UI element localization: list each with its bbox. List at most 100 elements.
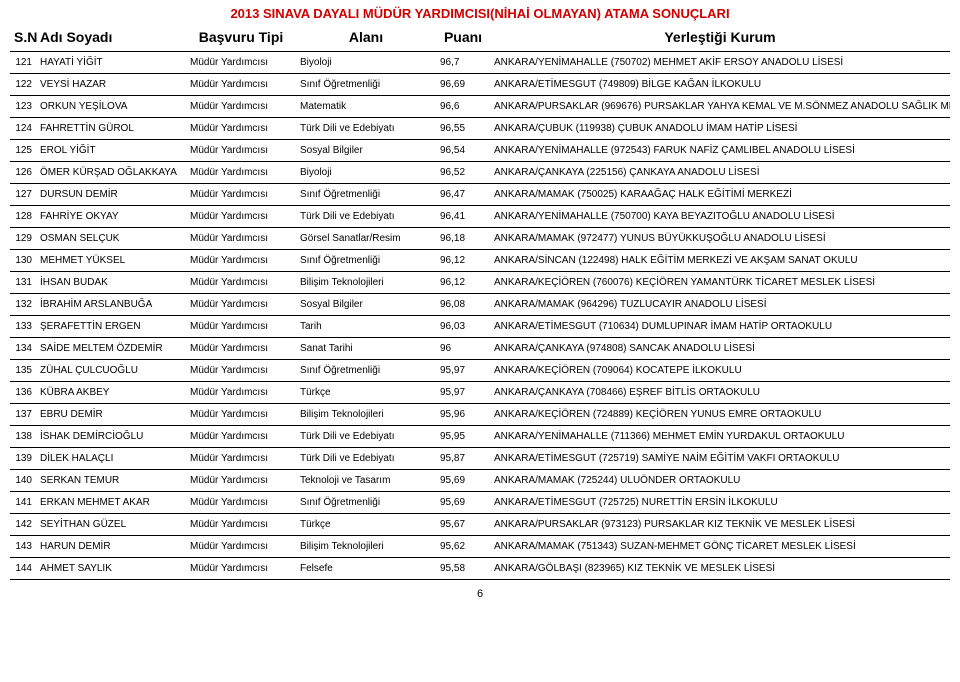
cell-sn: 136 bbox=[10, 382, 36, 404]
cell-score: 95,69 bbox=[436, 492, 490, 514]
cell-sn: 121 bbox=[10, 52, 36, 74]
cell-institution: ANKARA/SİNCAN (122498) HALK EĞİTİM MERKE… bbox=[490, 250, 950, 272]
cell-sn: 128 bbox=[10, 206, 36, 228]
cell-name: ORKUN YEŞİLOVA bbox=[36, 96, 186, 118]
cell-field: Bilişim Teknolojileri bbox=[296, 404, 436, 426]
cell-sn: 139 bbox=[10, 448, 36, 470]
cell-type: Müdür Yardımcısı bbox=[186, 426, 296, 448]
cell-type: Müdür Yardımcısı bbox=[186, 118, 296, 140]
cell-sn: 141 bbox=[10, 492, 36, 514]
cell-sn: 144 bbox=[10, 558, 36, 580]
table-row: 141ERKAN MEHMET AKARMüdür YardımcısıSını… bbox=[10, 492, 950, 514]
cell-institution: ANKARA/ETİMESGUT (710634) DUMLUPINAR İMA… bbox=[490, 316, 950, 338]
cell-name: ÖMER KÜRŞAD OĞLAKKAYA bbox=[36, 162, 186, 184]
cell-type: Müdür Yardımcısı bbox=[186, 470, 296, 492]
cell-name: ŞERAFETTİN ERGEN bbox=[36, 316, 186, 338]
cell-type: Müdür Yardımcısı bbox=[186, 206, 296, 228]
cell-name: İSHAK DEMİRCİOĞLU bbox=[36, 426, 186, 448]
cell-institution: ANKARA/ÇUBUK (119938) ÇUBUK ANADOLU İMAM… bbox=[490, 118, 950, 140]
page-container: 2013 SINAVA DAYALI MÜDÜR YARDIMCISI(NİHA… bbox=[0, 0, 960, 620]
cell-score: 96,55 bbox=[436, 118, 490, 140]
cell-type: Müdür Yardımcısı bbox=[186, 316, 296, 338]
cell-institution: ANKARA/PURSAKLAR (973123) PURSAKLAR KIZ … bbox=[490, 514, 950, 536]
cell-field: Biyoloji bbox=[296, 162, 436, 184]
cell-score: 96,08 bbox=[436, 294, 490, 316]
cell-type: Müdür Yardımcısı bbox=[186, 382, 296, 404]
cell-type: Müdür Yardımcısı bbox=[186, 96, 296, 118]
cell-field: Sınıf Öğretmenliği bbox=[296, 492, 436, 514]
table-row: 121HAYATİ YİĞİTMüdür YardımcısıBiyoloji9… bbox=[10, 52, 950, 74]
cell-score: 95,97 bbox=[436, 382, 490, 404]
cell-name: EROL YİĞİT bbox=[36, 140, 186, 162]
cell-sn: 143 bbox=[10, 536, 36, 558]
cell-field: Felsefe bbox=[296, 558, 436, 580]
cell-field: Matematik bbox=[296, 96, 436, 118]
cell-score: 96,12 bbox=[436, 250, 490, 272]
cell-type: Müdür Yardımcısı bbox=[186, 360, 296, 382]
cell-institution: ANKARA/GÖLBAŞI (823965) KIZ TEKNİK VE ME… bbox=[490, 558, 950, 580]
table-row: 123ORKUN YEŞİLOVAMüdür YardımcısıMatemat… bbox=[10, 96, 950, 118]
cell-score: 96,03 bbox=[436, 316, 490, 338]
cell-institution: ANKARA/YENİMAHALLE (750700) KAYA BEYAZIT… bbox=[490, 206, 950, 228]
cell-name: ERKAN MEHMET AKAR bbox=[36, 492, 186, 514]
cell-sn: 130 bbox=[10, 250, 36, 272]
cell-name: ZÜHAL ÇULCUOĞLU bbox=[36, 360, 186, 382]
results-table: S.N Adı Soyadı Başvuru Tipi Alanı Puanı … bbox=[10, 25, 950, 580]
cell-institution: ANKARA/ETİMESGUT (725719) SAMİYE NAİM EĞ… bbox=[490, 448, 950, 470]
cell-institution: ANKARA/ÇANKAYA (225156) ÇANKAYA ANADOLU … bbox=[490, 162, 950, 184]
cell-sn: 124 bbox=[10, 118, 36, 140]
cell-type: Müdür Yardımcısı bbox=[186, 448, 296, 470]
cell-type: Müdür Yardımcısı bbox=[186, 404, 296, 426]
header-score: Puanı bbox=[436, 25, 490, 52]
cell-type: Müdür Yardımcısı bbox=[186, 272, 296, 294]
cell-score: 95,58 bbox=[436, 558, 490, 580]
cell-sn: 122 bbox=[10, 74, 36, 96]
page-number: 6 bbox=[10, 588, 950, 600]
cell-sn: 126 bbox=[10, 162, 36, 184]
cell-name: OSMAN SELÇUK bbox=[36, 228, 186, 250]
cell-field: Türk Dili ve Edebiyatı bbox=[296, 118, 436, 140]
table-row: 124FAHRETTİN GÜROLMüdür YardımcısıTürk D… bbox=[10, 118, 950, 140]
cell-type: Müdür Yardımcısı bbox=[186, 162, 296, 184]
table-row: 131İHSAN BUDAKMüdür YardımcısıBilişim Te… bbox=[10, 272, 950, 294]
cell-field: Teknoloji ve Tasarım bbox=[296, 470, 436, 492]
cell-institution: ANKARA/YENİMAHALLE (972543) FARUK NAFİZ … bbox=[490, 140, 950, 162]
table-row: 130MEHMET YÜKSELMüdür YardımcısıSınıf Öğ… bbox=[10, 250, 950, 272]
cell-field: Bilişim Teknolojileri bbox=[296, 536, 436, 558]
cell-institution: ANKARA/ETİMESGUT (749809) BİLGE KAĞAN İL… bbox=[490, 74, 950, 96]
cell-field: Türk Dili ve Edebiyatı bbox=[296, 426, 436, 448]
cell-score: 95,97 bbox=[436, 360, 490, 382]
cell-institution: ANKARA/MAMAK (751343) SUZAN-MEHMET GÖNÇ … bbox=[490, 536, 950, 558]
cell-score: 96,18 bbox=[436, 228, 490, 250]
cell-type: Müdür Yardımcısı bbox=[186, 514, 296, 536]
cell-sn: 137 bbox=[10, 404, 36, 426]
cell-type: Müdür Yardımcısı bbox=[186, 294, 296, 316]
cell-institution: ANKARA/ÇANKAYA (974808) SANCAK ANADOLU L… bbox=[490, 338, 950, 360]
table-row: 134SAİDE MELTEM ÖZDEMİRMüdür YardımcısıS… bbox=[10, 338, 950, 360]
cell-institution: ANKARA/PURSAKLAR (969676) PURSAKLAR YAHY… bbox=[490, 96, 950, 118]
cell-institution: ANKARA/KEÇİÖREN (760076) KEÇİÖREN YAMANT… bbox=[490, 272, 950, 294]
cell-type: Müdür Yardımcısı bbox=[186, 536, 296, 558]
cell-score: 95,67 bbox=[436, 514, 490, 536]
cell-name: MEHMET YÜKSEL bbox=[36, 250, 186, 272]
header-sn: S.N bbox=[10, 25, 36, 52]
cell-type: Müdür Yardımcısı bbox=[186, 52, 296, 74]
cell-name: SAİDE MELTEM ÖZDEMİR bbox=[36, 338, 186, 360]
cell-score: 96,41 bbox=[436, 206, 490, 228]
cell-institution: ANKARA/MAMAK (972477) YUNUS BÜYÜKKUŞOĞLU… bbox=[490, 228, 950, 250]
cell-type: Müdür Yardımcısı bbox=[186, 74, 296, 96]
cell-field: Sınıf Öğretmenliği bbox=[296, 250, 436, 272]
cell-score: 95,62 bbox=[436, 536, 490, 558]
cell-institution: ANKARA/KEÇİÖREN (724889) KEÇİÖREN YUNUS … bbox=[490, 404, 950, 426]
cell-name: SEYİTHAN GÜZEL bbox=[36, 514, 186, 536]
table-row: 132İBRAHİM ARSLANBUĞAMüdür YardımcısıSos… bbox=[10, 294, 950, 316]
table-row: 142SEYİTHAN GÜZELMüdür YardımcısıTürkçe9… bbox=[10, 514, 950, 536]
cell-score: 96,47 bbox=[436, 184, 490, 206]
cell-score: 96,69 bbox=[436, 74, 490, 96]
cell-field: Tarih bbox=[296, 316, 436, 338]
header-type: Başvuru Tipi bbox=[186, 25, 296, 52]
table-row: 128FAHRİYE OKYAYMüdür YardımcısıTürk Dil… bbox=[10, 206, 950, 228]
cell-type: Müdür Yardımcısı bbox=[186, 492, 296, 514]
cell-field: Sosyal Bilgiler bbox=[296, 140, 436, 162]
cell-field: Sosyal Bilgiler bbox=[296, 294, 436, 316]
